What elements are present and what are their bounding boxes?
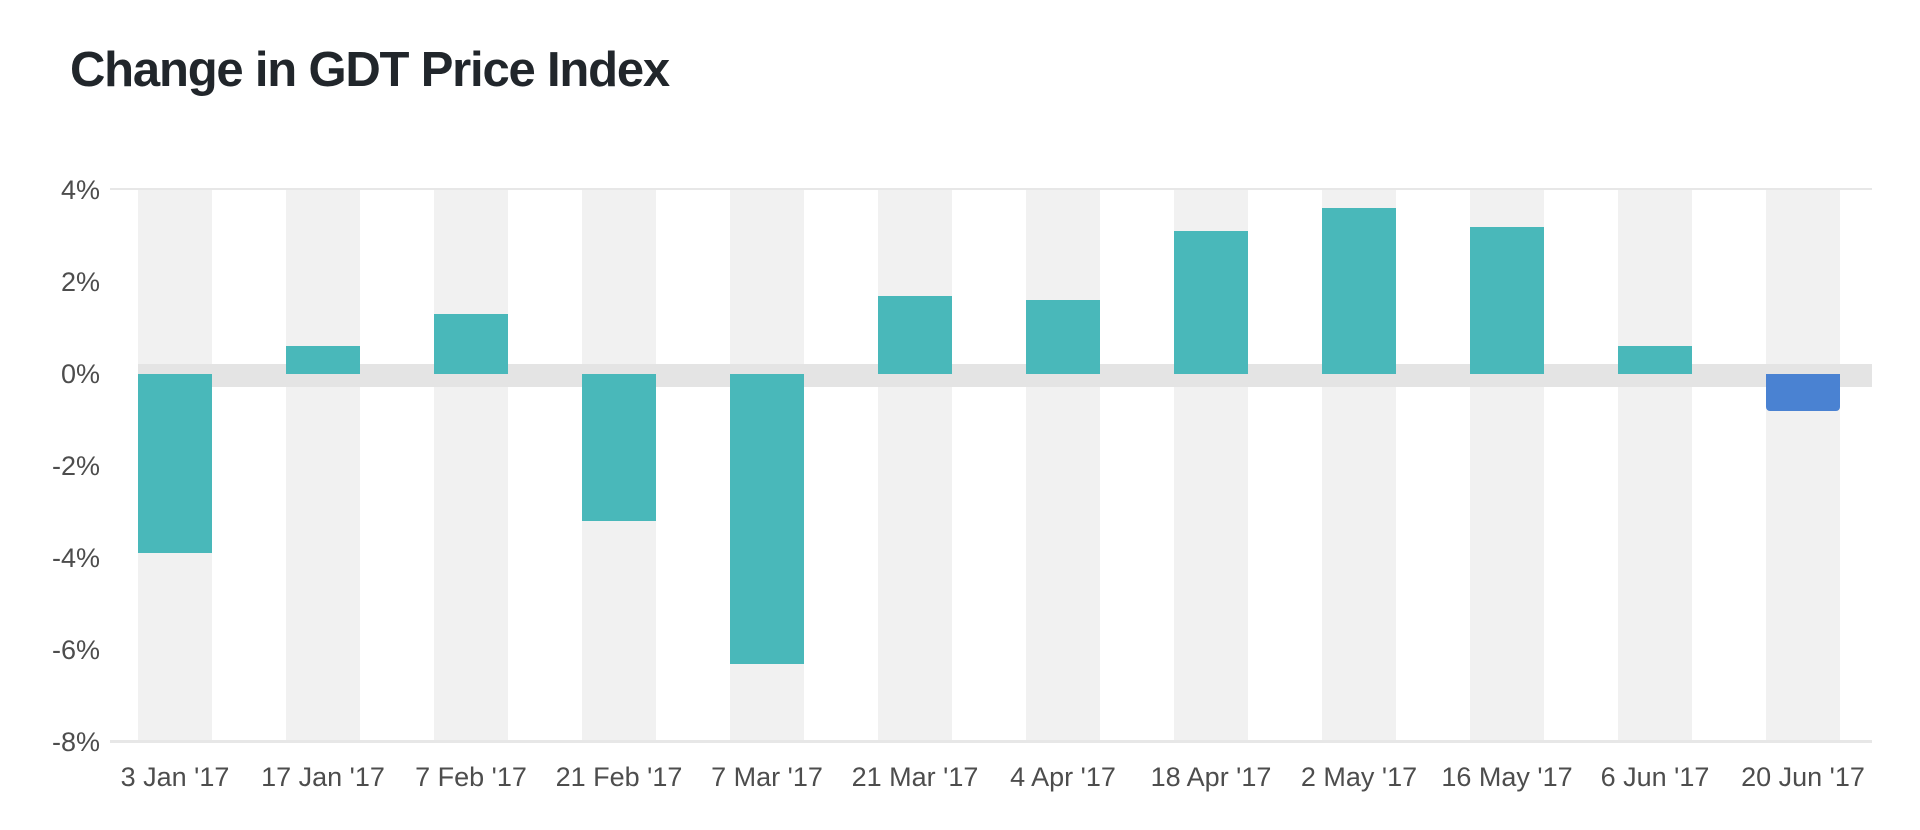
y-tick-label: -2% (51, 451, 100, 481)
bar-16-may-17[interactable] (1470, 227, 1544, 374)
bar-17-jan-17[interactable] (286, 346, 360, 374)
y-tick-label: 0% (60, 359, 100, 389)
x-tick-label: 3 Jan '17 (120, 762, 230, 792)
y-tick-label: 2% (60, 267, 100, 297)
y-tick-label: 4% (60, 175, 100, 205)
bar-4-apr-17[interactable] (1026, 300, 1100, 374)
x-tick-label: 6 Jun '17 (1600, 762, 1710, 792)
x-axis-line (110, 740, 1872, 743)
plot-area (110, 188, 1872, 743)
bar-3-jan-17[interactable] (138, 374, 212, 553)
column-stripe (1766, 190, 1840, 742)
column-stripe (434, 190, 508, 742)
x-axis: 3 Jan '17 17 Jan '17 7 Feb '17 21 Feb '17 7 … (110, 760, 1872, 800)
bar-2-may-17[interactable] (1322, 208, 1396, 374)
x-tick-label: 16 May '17 (1441, 762, 1573, 792)
chart-title: Change in GDT Price Index (70, 43, 670, 97)
gridline-4-percent (110, 188, 1872, 190)
bar-21-feb-17[interactable] (582, 374, 656, 521)
x-tick-label: 7 Mar '17 (711, 762, 823, 792)
bar-21-mar-17[interactable] (878, 296, 952, 374)
x-tick-label: 17 Jan '17 (261, 762, 385, 792)
column-stripe (286, 190, 360, 742)
y-tick-label: -4% (51, 543, 100, 573)
bar-6-jun-17[interactable] (1618, 346, 1692, 374)
x-tick-label: 20 Jun '17 (1741, 762, 1865, 792)
x-tick-label: 21 Mar '17 (851, 762, 979, 792)
bar-7-mar-17[interactable] (730, 374, 804, 664)
x-tick-label: 2 May '17 (1300, 762, 1418, 792)
y-tick-label: -6% (51, 635, 100, 665)
y-axis: 4% 2% 0% -2% -4% -6% -8% (0, 0, 100, 830)
column-stripe (1026, 190, 1100, 742)
column-stripe (1618, 190, 1692, 742)
x-tick-label: 21 Feb '17 (555, 762, 683, 792)
x-tick-label: 18 Apr '17 (1150, 762, 1272, 792)
bar-7-feb-17[interactable] (434, 314, 508, 374)
x-tick-label: 7 Feb '17 (415, 762, 527, 792)
bar-18-apr-17[interactable] (1174, 231, 1248, 374)
y-tick-label: -8% (51, 727, 100, 757)
x-tick-label: 4 Apr '17 (1010, 762, 1116, 792)
zero-gridline-band (138, 364, 1872, 387)
column-stripe (878, 190, 952, 742)
bar-20-jun-17[interactable] (1766, 374, 1840, 411)
